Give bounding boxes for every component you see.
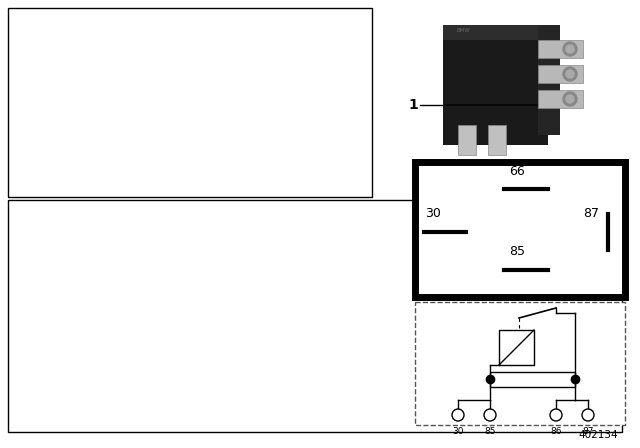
Bar	[499, 330, 534, 365]
Circle shape	[563, 92, 577, 106]
Circle shape	[566, 70, 574, 78]
Bar	[443, 35, 548, 145]
Text: 1: 1	[408, 98, 418, 112]
Bar	[8, 8, 372, 197]
Bar	[8, 200, 622, 432]
Bar	[538, 40, 583, 58]
Bar	[415, 162, 625, 297]
Bar	[538, 25, 560, 135]
Bar	[488, 125, 506, 155]
Text: 85: 85	[484, 427, 496, 436]
Bar	[415, 302, 625, 425]
Text: 85: 85	[509, 245, 525, 258]
Text: BMW: BMW	[456, 28, 470, 33]
Circle shape	[484, 409, 496, 421]
Text: 402134: 402134	[579, 430, 618, 440]
Text: 30: 30	[452, 427, 464, 436]
Circle shape	[566, 95, 574, 103]
Text: 87: 87	[582, 427, 594, 436]
Bar	[458, 125, 476, 155]
Text: 87: 87	[583, 207, 599, 220]
Circle shape	[563, 67, 577, 81]
Bar	[538, 65, 583, 83]
Bar	[443, 25, 548, 40]
Text: 66: 66	[509, 165, 525, 178]
Circle shape	[563, 42, 577, 56]
Circle shape	[582, 409, 594, 421]
Circle shape	[550, 409, 562, 421]
Bar	[538, 90, 583, 108]
Circle shape	[566, 45, 574, 53]
Bar	[490, 372, 575, 387]
Text: 30: 30	[425, 207, 441, 220]
Circle shape	[452, 409, 464, 421]
Text: 86: 86	[550, 427, 562, 436]
